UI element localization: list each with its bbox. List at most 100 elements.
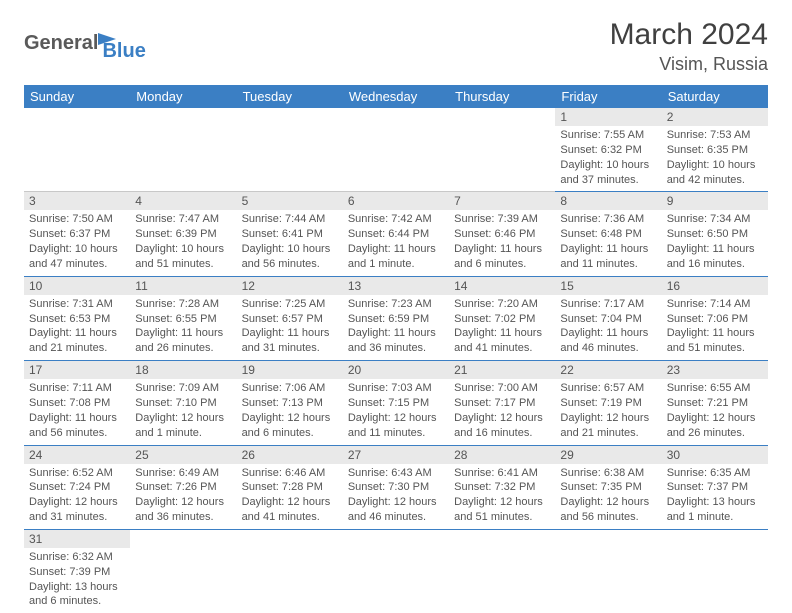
calendar-row: 1Sunrise: 7:55 AMSunset: 6:32 PMDaylight… <box>24 108 768 192</box>
calendar-cell: 17Sunrise: 7:11 AMSunset: 7:08 PMDayligh… <box>24 361 130 445</box>
sunrise-text: Sunrise: 6:49 AM <box>135 466 231 481</box>
day-details <box>343 534 449 590</box>
day-details: Sunrise: 7:34 AMSunset: 6:50 PMDaylight:… <box>662 210 768 275</box>
daylight-text: Daylight: 11 hours and 46 minutes. <box>560 326 656 356</box>
day-details <box>449 112 555 168</box>
daylight-text: Daylight: 11 hours and 41 minutes. <box>454 326 550 356</box>
sunrise-text: Sunrise: 7:14 AM <box>667 297 763 312</box>
day-details <box>343 112 449 168</box>
sunset-text: Sunset: 6:32 PM <box>560 143 656 158</box>
daylight-text: Daylight: 11 hours and 56 minutes. <box>29 411 125 441</box>
daylight-text: Daylight: 11 hours and 6 minutes. <box>454 242 550 272</box>
weekday-header: Wednesday <box>343 85 449 108</box>
sunrise-text: Sunrise: 6:52 AM <box>29 466 125 481</box>
sunrise-text: Sunrise: 6:46 AM <box>242 466 338 481</box>
calendar-cell: 5Sunrise: 7:44 AMSunset: 6:41 PMDaylight… <box>237 192 343 276</box>
calendar-cell: 14Sunrise: 7:20 AMSunset: 7:02 PMDayligh… <box>449 276 555 360</box>
calendar-cell: 19Sunrise: 7:06 AMSunset: 7:13 PMDayligh… <box>237 361 343 445</box>
sunrise-text: Sunrise: 7:53 AM <box>667 128 763 143</box>
day-details: Sunrise: 7:55 AMSunset: 6:32 PMDaylight:… <box>555 126 661 191</box>
day-number: 4 <box>130 192 236 210</box>
sunset-text: Sunset: 6:57 PM <box>242 312 338 327</box>
daylight-text: Daylight: 10 hours and 47 minutes. <box>29 242 125 272</box>
calendar-cell: 27Sunrise: 6:43 AMSunset: 7:30 PMDayligh… <box>343 445 449 529</box>
logo-text-1: General <box>24 32 98 55</box>
daylight-text: Daylight: 10 hours and 51 minutes. <box>135 242 231 272</box>
sunset-text: Sunset: 7:21 PM <box>667 396 763 411</box>
day-number: 2 <box>662 108 768 126</box>
daylight-text: Daylight: 12 hours and 6 minutes. <box>242 411 338 441</box>
calendar-cell <box>449 108 555 192</box>
day-details: Sunrise: 7:17 AMSunset: 7:04 PMDaylight:… <box>555 295 661 360</box>
sunset-text: Sunset: 7:08 PM <box>29 396 125 411</box>
sunset-text: Sunset: 7:06 PM <box>667 312 763 327</box>
day-details <box>130 534 236 590</box>
calendar-cell: 22Sunrise: 6:57 AMSunset: 7:19 PMDayligh… <box>555 361 661 445</box>
sunset-text: Sunset: 7:28 PM <box>242 480 338 495</box>
daylight-text: Daylight: 12 hours and 26 minutes. <box>667 411 763 441</box>
day-number: 29 <box>555 446 661 464</box>
day-number: 23 <box>662 361 768 379</box>
daylight-text: Daylight: 12 hours and 46 minutes. <box>348 495 444 525</box>
calendar-cell: 23 Sunrise: 6:55 AMSunset: 7:21 PMDayligh… <box>662 361 768 445</box>
daylight-text: Daylight: 12 hours and 1 minute. <box>135 411 231 441</box>
daylight-text: Daylight: 12 hours and 41 minutes. <box>242 495 338 525</box>
day-details: Sunrise: 6:38 AMSunset: 7:35 PMDaylight:… <box>555 464 661 529</box>
day-details: Sunrise: 7:20 AMSunset: 7:02 PMDaylight:… <box>449 295 555 360</box>
day-number: 13 <box>343 277 449 295</box>
logo-text-2: Blue <box>102 40 145 63</box>
weekday-header: Saturday <box>662 85 768 108</box>
daylight-text: Daylight: 10 hours and 37 minutes. <box>560 158 656 188</box>
day-details: Sunrise: 6:32 AMSunset: 7:39 PMDaylight:… <box>24 548 130 613</box>
day-details: Sunrise: 7:03 AMSunset: 7:15 PMDaylight:… <box>343 379 449 444</box>
sunrise-text: Sunrise: 7:34 AM <box>667 212 763 227</box>
sunset-text: Sunset: 6:53 PM <box>29 312 125 327</box>
sunrise-text: Sunrise: 7:23 AM <box>348 297 444 312</box>
daylight-text: Daylight: 11 hours and 26 minutes. <box>135 326 231 356</box>
sunset-text: Sunset: 6:50 PM <box>667 227 763 242</box>
day-details: Sunrise: 7:14 AMSunset: 7:06 PMDaylight:… <box>662 295 768 360</box>
sunset-text: Sunset: 7:24 PM <box>29 480 125 495</box>
day-number: 6 <box>343 192 449 210</box>
day-details: Sunrise: 6:57 AMSunset: 7:19 PMDaylight:… <box>555 379 661 444</box>
title-block: March 2024 Visim, Russia <box>610 18 768 75</box>
sunset-text: Sunset: 6:39 PM <box>135 227 231 242</box>
calendar-row: 17Sunrise: 7:11 AMSunset: 7:08 PMDayligh… <box>24 361 768 445</box>
sunrise-text: Sunrise: 7:55 AM <box>560 128 656 143</box>
daylight-text: Daylight: 11 hours and 51 minutes. <box>667 326 763 356</box>
calendar-cell <box>237 108 343 192</box>
daylight-text: Daylight: 11 hours and 21 minutes. <box>29 326 125 356</box>
sunrise-text: Sunrise: 7:39 AM <box>454 212 550 227</box>
calendar-cell: 31Sunrise: 6:32 AMSunset: 7:39 PMDayligh… <box>24 529 130 613</box>
sunrise-text: Sunrise: 7:36 AM <box>560 212 656 227</box>
calendar-cell: 21Sunrise: 7:00 AMSunset: 7:17 PMDayligh… <box>449 361 555 445</box>
day-number: 12 <box>237 277 343 295</box>
day-details: Sunrise: 7:00 AMSunset: 7:17 PMDaylight:… <box>449 379 555 444</box>
day-number: 18 <box>130 361 236 379</box>
calendar-cell: 1Sunrise: 7:55 AMSunset: 6:32 PMDaylight… <box>555 108 661 192</box>
daylight-text: Daylight: 10 hours and 56 minutes. <box>242 242 338 272</box>
daylight-text: Daylight: 11 hours and 31 minutes. <box>242 326 338 356</box>
sunset-text: Sunset: 6:48 PM <box>560 227 656 242</box>
sunset-text: Sunset: 6:44 PM <box>348 227 444 242</box>
sunrise-text: Sunrise: 7:47 AM <box>135 212 231 227</box>
day-number: 9 <box>662 192 768 210</box>
day-number: 26 <box>237 446 343 464</box>
sunset-text: Sunset: 7:02 PM <box>454 312 550 327</box>
sunrise-text: Sunrise: 6:55 AM <box>667 381 763 396</box>
weekday-header: Tuesday <box>237 85 343 108</box>
location: Visim, Russia <box>610 54 768 75</box>
day-details <box>237 112 343 168</box>
sunset-text: Sunset: 7:19 PM <box>560 396 656 411</box>
calendar-cell <box>237 529 343 613</box>
daylight-text: Daylight: 13 hours and 1 minute. <box>667 495 763 525</box>
sunset-text: Sunset: 7:10 PM <box>135 396 231 411</box>
day-number: 17 <box>24 361 130 379</box>
day-number: 25 <box>130 446 236 464</box>
sunset-text: Sunset: 7:37 PM <box>667 480 763 495</box>
calendar-cell: 8Sunrise: 7:36 AMSunset: 6:48 PMDaylight… <box>555 192 661 276</box>
day-details: Sunrise: 7:39 AMSunset: 6:46 PMDaylight:… <box>449 210 555 275</box>
calendar-cell <box>130 529 236 613</box>
calendar-cell: 15Sunrise: 7:17 AMSunset: 7:04 PMDayligh… <box>555 276 661 360</box>
sunset-text: Sunset: 7:15 PM <box>348 396 444 411</box>
